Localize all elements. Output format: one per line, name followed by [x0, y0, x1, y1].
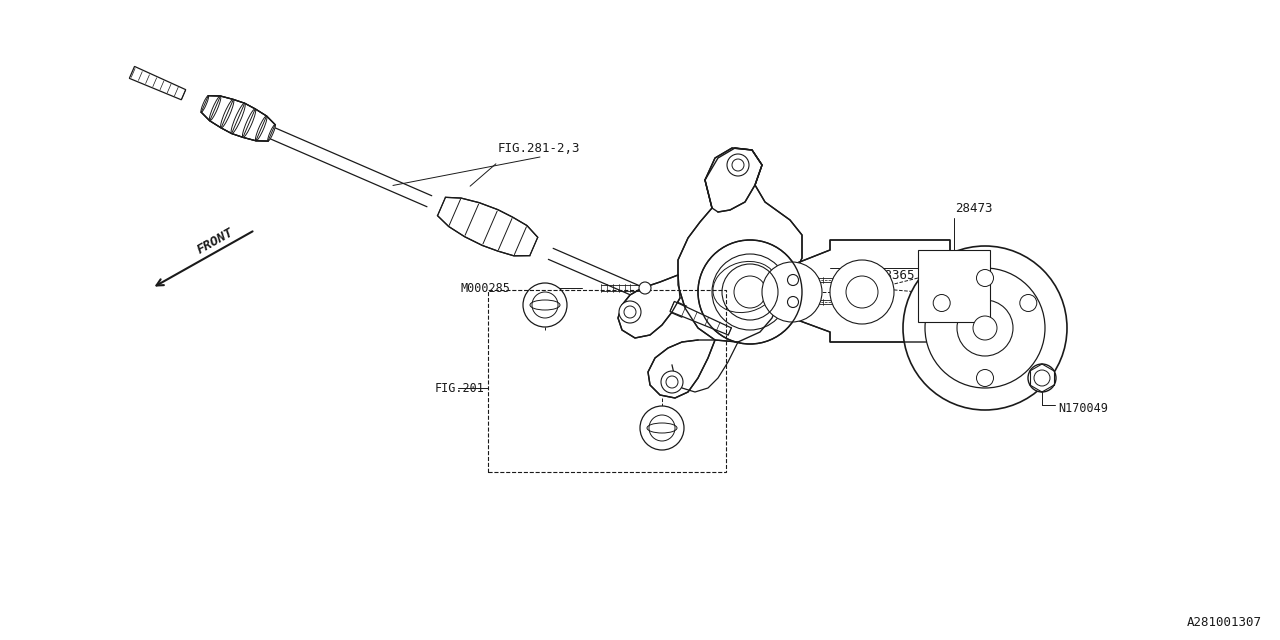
Polygon shape — [705, 148, 762, 212]
Circle shape — [973, 316, 997, 340]
Ellipse shape — [210, 96, 221, 121]
Circle shape — [698, 240, 803, 344]
Polygon shape — [129, 67, 186, 100]
Circle shape — [829, 260, 893, 324]
Circle shape — [902, 246, 1068, 410]
Circle shape — [1028, 364, 1056, 392]
Circle shape — [762, 262, 822, 322]
Circle shape — [649, 415, 675, 441]
Circle shape — [660, 371, 684, 393]
Polygon shape — [669, 301, 731, 335]
Circle shape — [933, 294, 950, 312]
Ellipse shape — [232, 103, 246, 134]
Polygon shape — [648, 340, 716, 398]
Polygon shape — [201, 95, 275, 141]
Text: 28365: 28365 — [878, 269, 915, 282]
Circle shape — [625, 306, 636, 318]
Polygon shape — [182, 89, 204, 108]
Polygon shape — [618, 275, 680, 338]
Ellipse shape — [268, 125, 275, 141]
Circle shape — [639, 282, 652, 294]
Text: A281001307: A281001307 — [1187, 616, 1262, 628]
Text: N170049: N170049 — [1059, 401, 1108, 415]
Bar — [488, 290, 726, 472]
Circle shape — [712, 254, 788, 330]
Ellipse shape — [201, 95, 209, 112]
Bar — [918, 250, 989, 322]
Text: FRONT: FRONT — [195, 226, 236, 257]
Circle shape — [925, 268, 1044, 388]
Circle shape — [1034, 370, 1050, 386]
Text: FIG.201: FIG.201 — [435, 381, 485, 394]
Circle shape — [977, 369, 993, 387]
Ellipse shape — [220, 99, 234, 128]
Circle shape — [666, 376, 678, 388]
Circle shape — [957, 300, 1012, 356]
Circle shape — [640, 406, 684, 450]
Circle shape — [787, 296, 799, 307]
Polygon shape — [438, 197, 538, 256]
Ellipse shape — [256, 116, 268, 141]
Ellipse shape — [242, 109, 256, 138]
Text: 28473: 28473 — [955, 202, 992, 215]
Circle shape — [620, 301, 641, 323]
Circle shape — [532, 292, 558, 318]
Circle shape — [787, 275, 799, 285]
Text: FIG.281-2,3: FIG.281-2,3 — [498, 142, 581, 155]
Circle shape — [846, 276, 878, 308]
Circle shape — [977, 269, 993, 287]
Circle shape — [1020, 294, 1037, 312]
Circle shape — [727, 154, 749, 176]
Polygon shape — [678, 148, 803, 342]
Circle shape — [733, 276, 765, 308]
Text: M000285: M000285 — [460, 282, 509, 294]
Polygon shape — [792, 240, 950, 342]
Circle shape — [524, 283, 567, 327]
Circle shape — [732, 159, 744, 171]
